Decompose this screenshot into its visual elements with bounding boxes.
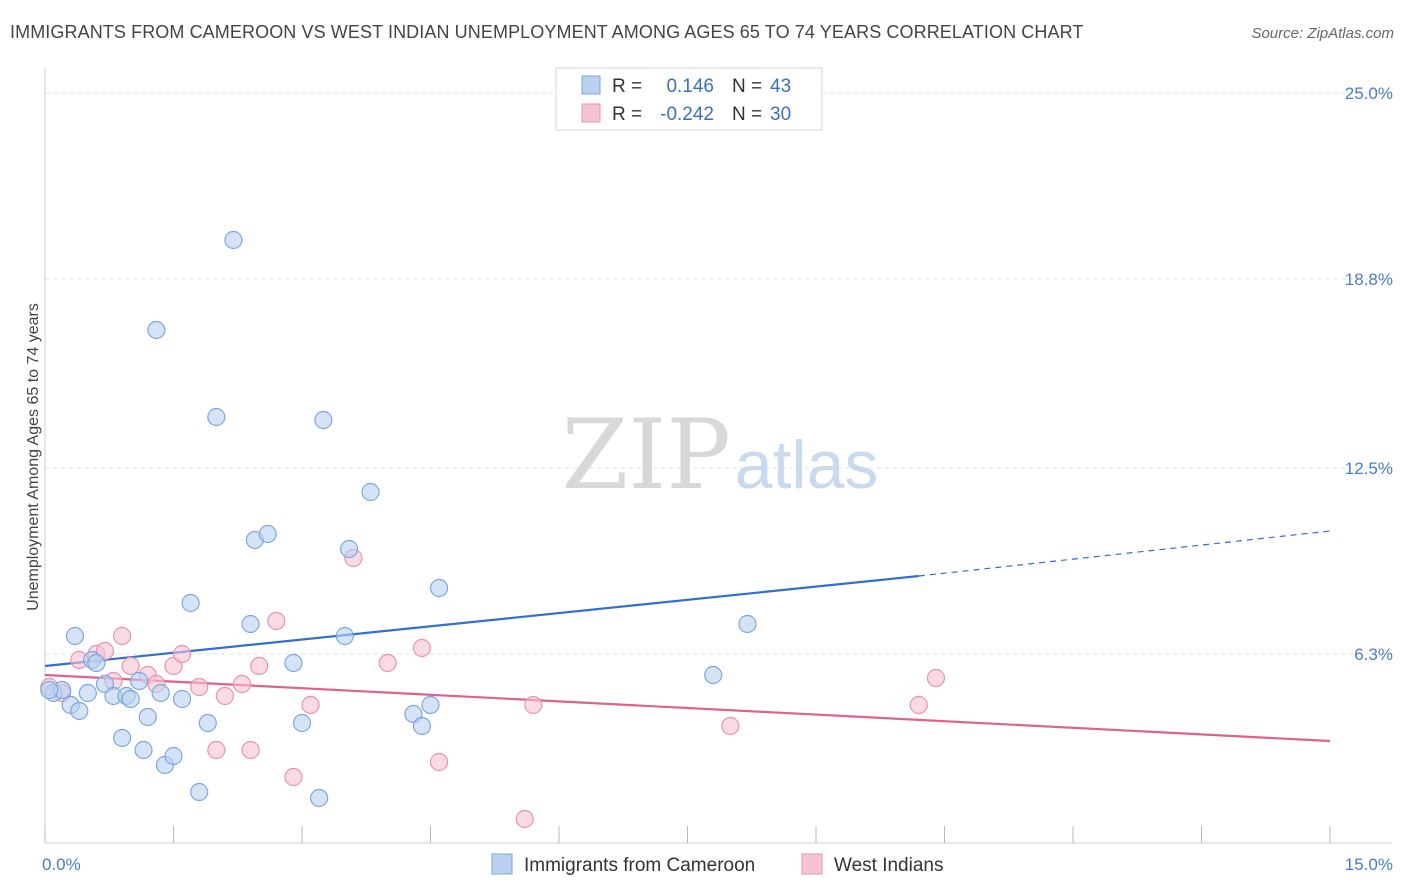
point-cameroon <box>314 410 333 430</box>
legend-r-label-2: R = <box>612 104 642 125</box>
x-tick-labels: 0.0% 15.0% <box>42 855 1393 874</box>
trend-lines <box>44 530 1331 743</box>
point-cameroon <box>151 683 170 703</box>
point-cameroon <box>310 788 329 808</box>
legend-r-value-2: -0.242 <box>660 104 714 125</box>
y-tick-label: 6.3% <box>1354 645 1393 664</box>
point-west-indians <box>721 716 740 736</box>
trend-line-west-indians <box>44 673 1331 743</box>
point-cameroon <box>78 683 97 703</box>
point-cameroon <box>40 680 59 700</box>
y-axis-label: Unemployment Among Ages 65 to 74 years <box>25 303 42 611</box>
series-legend-swatch-blue <box>491 853 513 875</box>
point-cameroon <box>258 524 277 544</box>
stats-legend: R = 0.146 N = 43 R = -0.242 N = 30 <box>555 67 823 131</box>
x-tick-label-min: 0.0% <box>42 855 81 874</box>
point-cameroon <box>87 653 106 673</box>
point-cameroon <box>335 626 354 646</box>
point-cameroon <box>738 614 757 634</box>
point-west-indians <box>112 626 132 646</box>
point-west-indians <box>301 695 320 715</box>
series-legend-swatch-pink <box>801 853 823 875</box>
point-cameroon <box>421 695 440 715</box>
legend-n-value-2: 30 <box>770 104 791 125</box>
watermark-zip: ZIP <box>562 399 731 511</box>
point-cameroon <box>340 539 359 559</box>
point-cameroon <box>412 716 432 736</box>
watermark: ZIPatlas <box>562 399 879 511</box>
point-west-indians <box>524 695 543 715</box>
point-west-indians <box>250 656 269 676</box>
point-west-indians <box>515 809 534 829</box>
point-cameroon <box>65 626 85 646</box>
trend-line-cameroon-projection <box>918 530 1331 577</box>
series-legend-label-1: Immigrants from Cameroon <box>524 855 755 876</box>
y-tick-label: 12.5% <box>1345 459 1393 478</box>
legend-r-label-1: R = <box>612 76 642 97</box>
point-cameroon <box>198 713 217 733</box>
legend-r-value-1: 0.146 <box>666 76 714 97</box>
y-tick-labels: 6.3% 12.5% 18.8% 25.0% <box>1345 84 1393 664</box>
point-cameroon <box>121 689 140 709</box>
watermark-atlas: atlas <box>735 427 879 503</box>
point-west-indians <box>172 644 192 664</box>
point-cameroon <box>429 578 449 598</box>
point-west-indians <box>429 752 449 772</box>
point-cameroon <box>292 713 312 733</box>
point-cameroon <box>207 407 226 427</box>
point-cameroon <box>70 701 89 721</box>
point-west-indians <box>241 740 260 760</box>
source-credit: Source: ZipAtlas.com <box>1251 25 1394 42</box>
point-west-indians <box>267 611 286 631</box>
y-tick-label: 25.0% <box>1345 84 1393 103</box>
point-cameroon <box>112 728 132 748</box>
grid-lines <box>45 92 1392 655</box>
point-cameroon <box>172 689 192 709</box>
chart-title: IMMIGRANTS FROM CAMEROON VS WEST INDIAN … <box>10 22 1084 42</box>
x-tick-label-max: 15.0% <box>1345 855 1393 874</box>
legend-swatch-pink <box>581 103 601 123</box>
point-west-indians <box>909 695 928 715</box>
y-tick-label: 18.8% <box>1345 270 1393 289</box>
point-west-indians <box>412 638 432 658</box>
legend-n-label-2: N = <box>732 104 762 125</box>
point-cameroon <box>704 665 723 685</box>
point-west-indians <box>215 686 234 706</box>
point-cameroon <box>190 782 209 802</box>
point-cameroon <box>138 707 157 727</box>
axes <box>44 68 1392 844</box>
legend-n-value-1: 43 <box>770 76 791 97</box>
point-cameroon <box>284 653 303 673</box>
point-cameroon <box>361 482 380 502</box>
point-cameroon <box>147 320 166 340</box>
point-cameroon <box>224 230 243 250</box>
point-cameroon <box>164 746 183 766</box>
point-west-indians <box>926 668 946 688</box>
legend-n-label-1: N = <box>732 76 762 97</box>
point-cameroon <box>241 614 260 634</box>
point-west-indians <box>190 677 209 697</box>
point-west-indians <box>207 740 226 760</box>
point-west-indians <box>284 767 303 787</box>
series-legend-label-2: West Indians <box>834 855 943 876</box>
legend-swatch-blue <box>581 75 601 95</box>
point-cameroon <box>130 671 149 691</box>
point-west-indians <box>378 653 397 673</box>
point-cameroon <box>134 740 153 760</box>
point-cameroon <box>181 593 200 613</box>
point-west-indians <box>232 674 252 694</box>
point-west-indians <box>121 656 140 676</box>
data-points <box>40 230 946 829</box>
series-legend: Immigrants from Cameroon West Indians <box>491 853 943 876</box>
